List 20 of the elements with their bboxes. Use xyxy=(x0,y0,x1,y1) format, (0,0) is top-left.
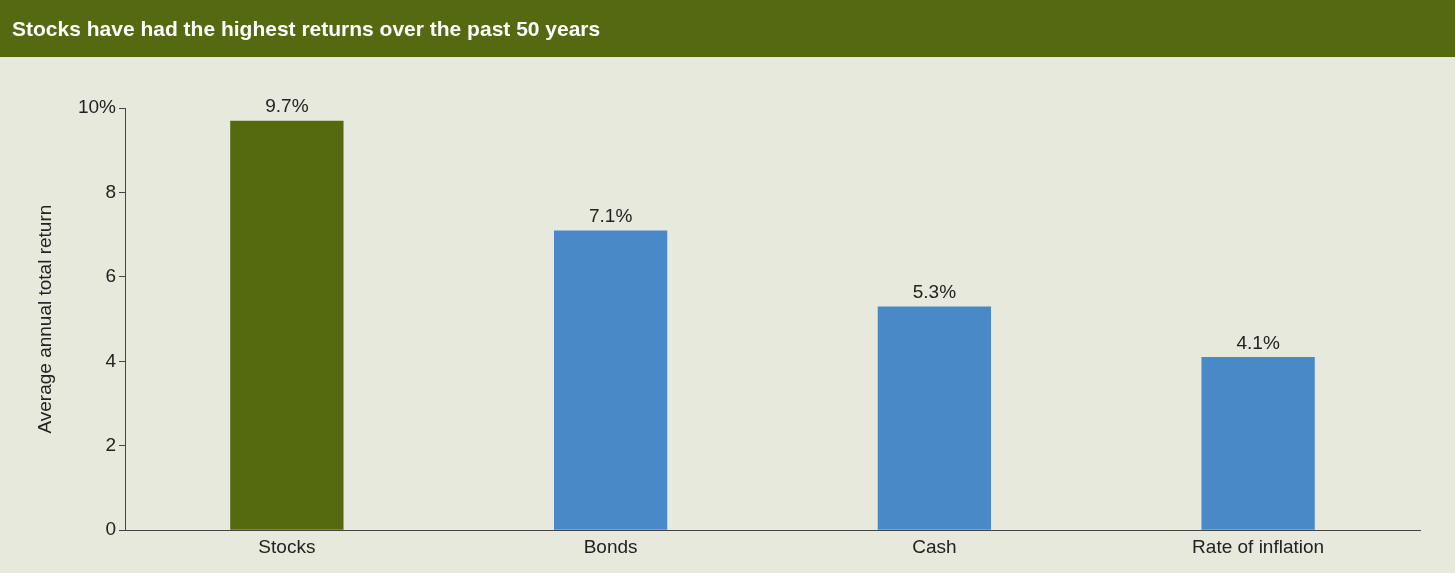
chart-title: Stocks have had the highest returns over the past 50 years xyxy=(0,0,1455,57)
x-tick-label: Stocks xyxy=(258,535,316,557)
x-tick-label: Bonds xyxy=(583,535,638,557)
x-tick-label: Cash xyxy=(912,535,957,557)
y-tick-label: 10% xyxy=(77,96,117,118)
data-label: 9.7% xyxy=(265,95,309,117)
x-tick-label: Rate of inflation xyxy=(1192,535,1325,557)
data-label: 5.3% xyxy=(912,281,957,303)
bar xyxy=(230,120,344,530)
bar xyxy=(877,306,992,530)
bar xyxy=(553,230,668,530)
data-label: 4.1% xyxy=(1236,331,1280,353)
y-tick-label: 6 xyxy=(105,265,116,287)
y-tick-label: 4 xyxy=(105,349,117,371)
y-tick-label: 0 xyxy=(105,518,116,540)
bar xyxy=(1201,357,1315,530)
data-label: 7.1% xyxy=(588,205,633,227)
y-tick-label: 8 xyxy=(105,180,116,202)
y-tick-label: 2 xyxy=(105,433,116,455)
y-axis-title: Average annual total return xyxy=(33,204,55,434)
